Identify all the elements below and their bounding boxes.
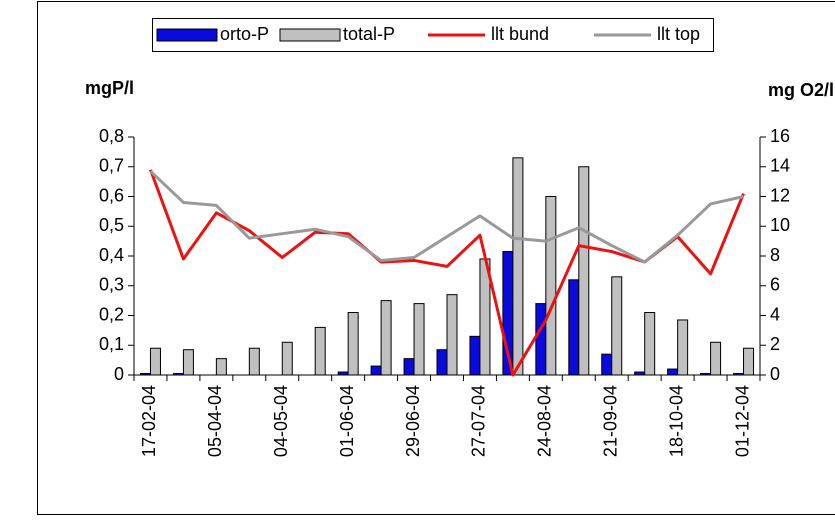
bar	[216, 359, 226, 375]
bar	[711, 342, 721, 375]
bar	[183, 350, 193, 375]
bar	[348, 313, 358, 375]
bar	[546, 197, 556, 376]
x-tick-label: 01-06-04	[337, 385, 357, 457]
bar	[249, 348, 259, 375]
y2-tick-label: 4	[770, 304, 780, 324]
y-axis-title: mgP/l	[85, 78, 134, 98]
y-tick-label: 0,7	[99, 156, 124, 176]
x-tick-label: 18-10-04	[666, 385, 686, 457]
bar	[668, 369, 678, 375]
legend-label: llt top	[657, 24, 700, 44]
legend-label: orto-P	[220, 24, 269, 44]
x-tick-label: 29-06-04	[403, 385, 423, 457]
y-tick-label: 0	[114, 364, 124, 384]
y2-tick-label: 14	[770, 156, 790, 176]
y2-tick-label: 16	[770, 126, 790, 146]
bar	[437, 350, 447, 375]
x-tick-label: 01-12-04	[732, 385, 752, 457]
x-tick-label: 05-04-04	[205, 385, 225, 457]
legend-swatch	[280, 29, 340, 41]
bar	[602, 354, 612, 375]
x-tick-label: 04-05-04	[271, 385, 291, 457]
y-tick-label: 0,5	[99, 215, 124, 235]
bar	[404, 359, 414, 375]
x-tick-label: 24-08-04	[535, 385, 555, 457]
bar	[140, 374, 150, 375]
bar	[744, 348, 754, 375]
y2-tick-label: 12	[770, 185, 790, 205]
y2-tick-label: 10	[770, 215, 790, 235]
y-tick-label: 0,2	[99, 304, 124, 324]
y2-tick-label: 2	[770, 334, 780, 354]
y-tick-label: 0,3	[99, 275, 124, 295]
y-tick-label: 0,4	[99, 245, 124, 265]
bar	[315, 327, 325, 375]
bar	[569, 280, 579, 375]
bar	[381, 301, 391, 375]
bar	[470, 336, 480, 375]
legend-label: llt bund	[491, 24, 549, 44]
y-tick-label: 0,1	[99, 334, 124, 354]
bar	[371, 366, 381, 375]
bar	[447, 295, 457, 375]
bar	[678, 320, 688, 375]
legend-swatch	[157, 29, 217, 41]
x-tick-label: 27-07-04	[469, 385, 489, 457]
legend-label: total-P	[343, 24, 395, 44]
y2-axis-title: mg O2/l	[768, 80, 834, 100]
bar	[414, 304, 424, 375]
y2-tick-label: 6	[770, 275, 780, 295]
y2-tick-label: 8	[770, 245, 780, 265]
bar	[338, 372, 348, 375]
bar	[645, 313, 655, 375]
bar	[536, 304, 546, 375]
bar	[173, 374, 183, 375]
bar	[734, 374, 744, 375]
bar	[150, 348, 160, 375]
y-tick-label: 0,6	[99, 185, 124, 205]
x-tick-label: 21-09-04	[600, 385, 620, 457]
y-tick-label: 0,8	[99, 126, 124, 146]
bar	[282, 342, 292, 375]
bar	[635, 372, 645, 375]
bar	[513, 158, 523, 375]
bar	[701, 374, 711, 375]
x-tick-label: 17-02-04	[139, 385, 159, 457]
y2-tick-label: 0	[770, 364, 780, 384]
bar	[612, 277, 622, 375]
bar	[579, 167, 589, 375]
